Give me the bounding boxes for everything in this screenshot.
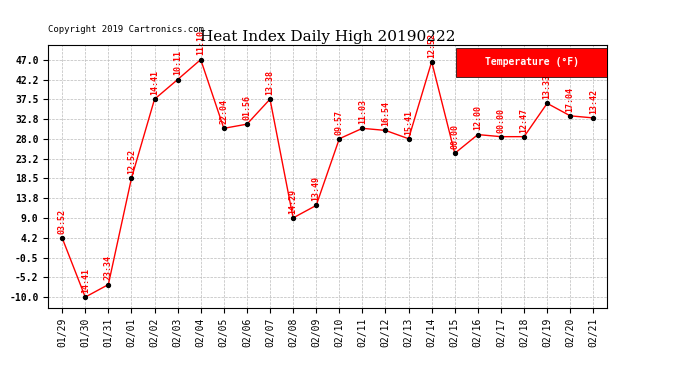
Point [542,100,553,106]
Point [357,125,368,131]
Point [288,215,299,221]
Text: 03:52: 03:52 [58,209,67,234]
Text: 12:52: 12:52 [427,33,436,57]
Point [57,235,68,241]
Text: 14:41: 14:41 [150,70,159,95]
Text: 00:00: 00:00 [451,124,460,149]
Text: 13:49: 13:49 [312,176,321,201]
Text: 10:11: 10:11 [173,50,182,75]
FancyBboxPatch shape [456,48,607,76]
Text: 16:54: 16:54 [381,101,390,126]
Point [564,113,575,119]
Text: 14:29: 14:29 [288,189,297,214]
Point [172,76,183,82]
Point [126,176,137,181]
Point [310,202,322,208]
Point [334,136,345,142]
Text: Temperature (°F): Temperature (°F) [485,57,579,67]
Text: 11:03: 11:03 [358,99,367,124]
Point [80,294,91,300]
Text: 12:47: 12:47 [520,108,529,132]
Text: 12:00: 12:00 [473,105,482,130]
Point [380,128,391,134]
Text: 13:38: 13:38 [266,70,275,95]
Point [495,134,506,140]
Text: 11:10: 11:10 [196,30,205,56]
Point [449,150,460,156]
Text: 22:04: 22:04 [219,99,228,124]
Text: 13:33: 13:33 [542,74,551,99]
Text: 09:57: 09:57 [335,110,344,135]
Point [426,58,437,64]
Text: 17:04: 17:04 [566,87,575,112]
Point [588,115,599,121]
Point [241,121,253,127]
Text: 12:52: 12:52 [127,149,136,174]
Text: 15:41: 15:41 [404,110,413,135]
Text: 00:00: 00:00 [497,108,506,132]
Text: 01:56: 01:56 [242,95,251,120]
Point [195,57,206,63]
Point [103,282,114,288]
Point [473,132,484,138]
Title: Heat Index Daily High 20190222: Heat Index Daily High 20190222 [200,30,455,44]
Point [519,134,530,140]
Point [218,125,229,131]
Point [149,96,160,102]
Point [403,136,414,142]
Text: Copyright 2019 Cartronics.com: Copyright 2019 Cartronics.com [48,26,204,34]
Text: 14:41: 14:41 [81,268,90,293]
Text: 23:34: 23:34 [104,255,113,280]
Text: 13:42: 13:42 [589,89,598,114]
Point [264,96,275,102]
